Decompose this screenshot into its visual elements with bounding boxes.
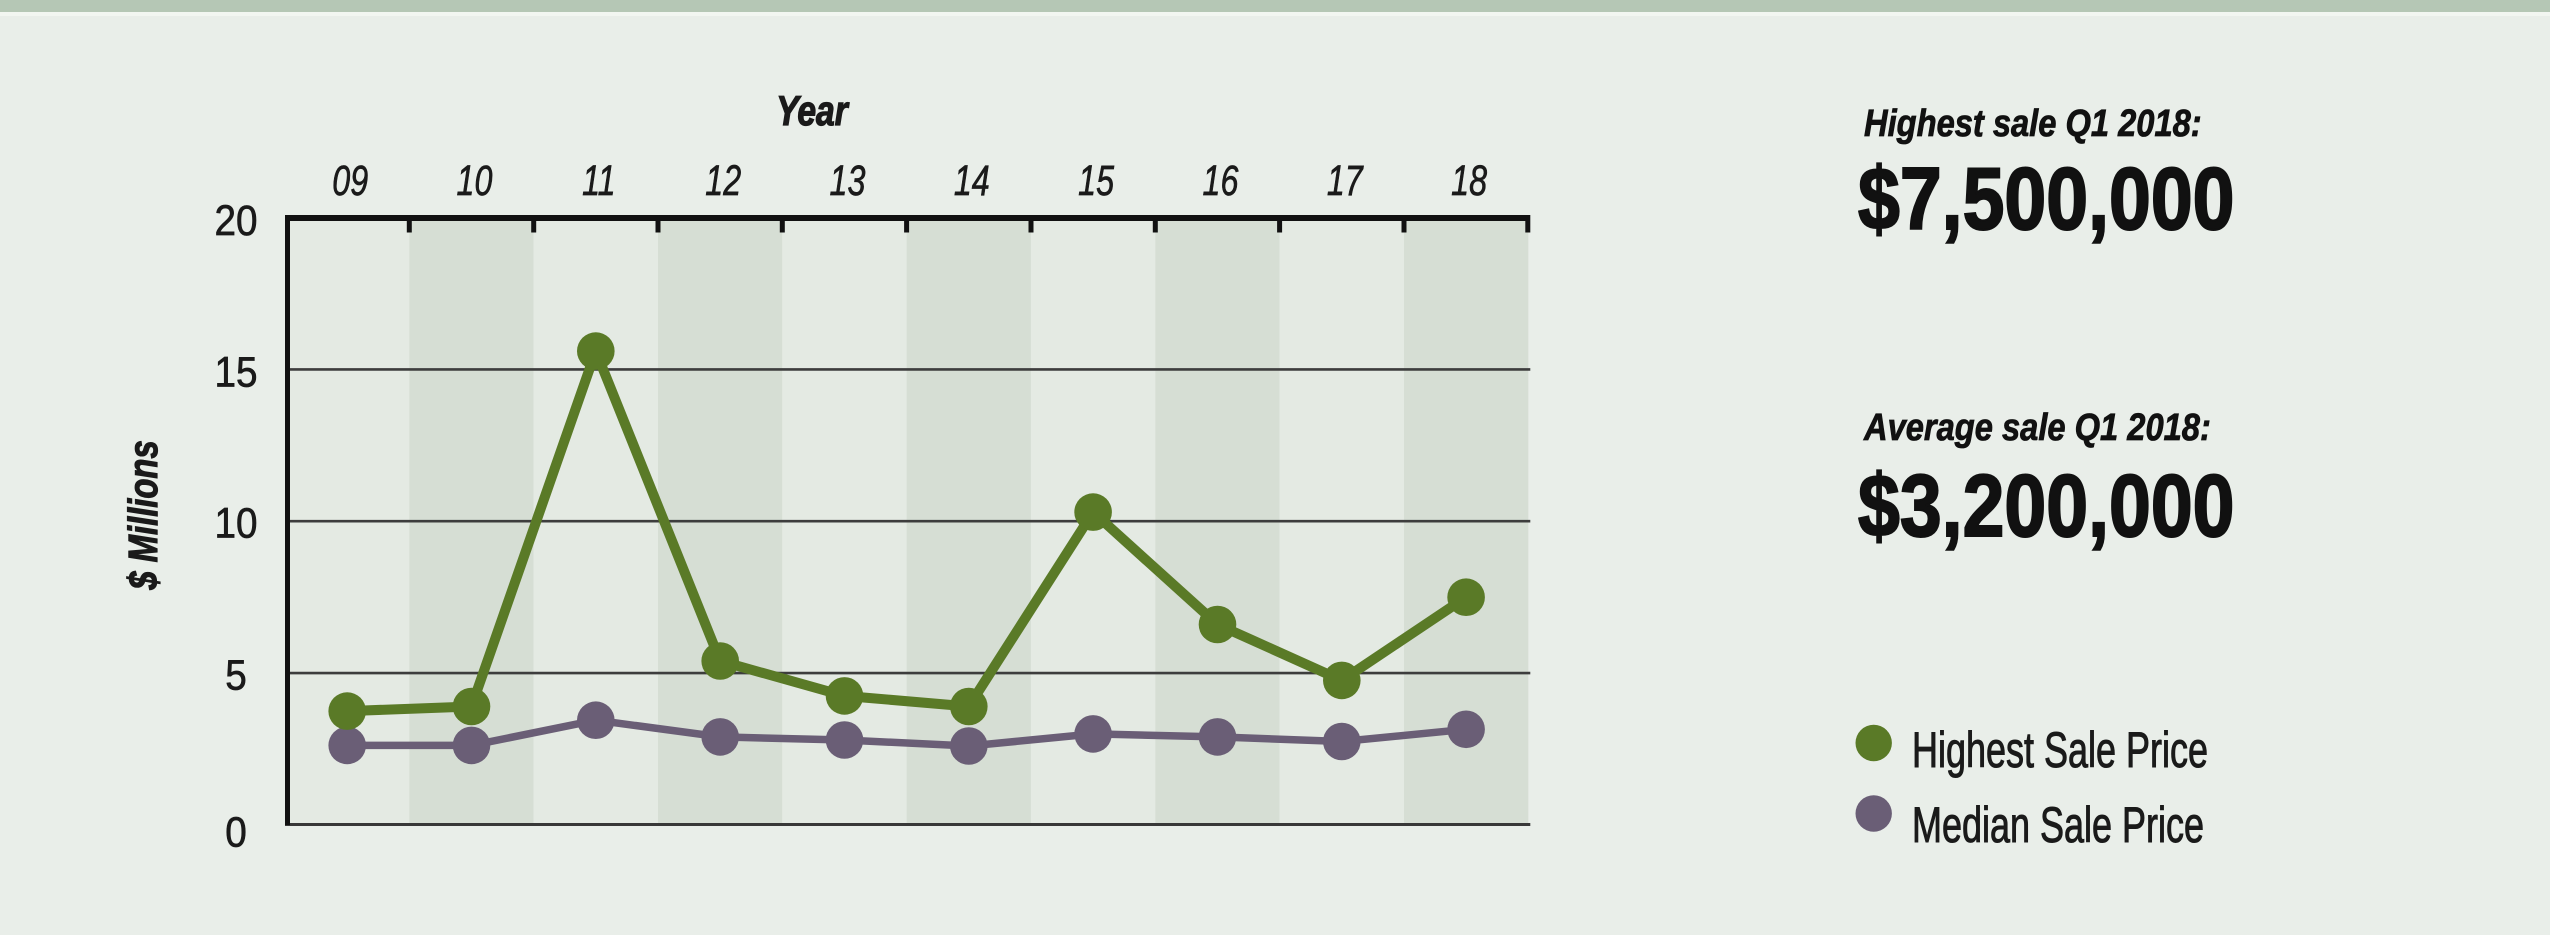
svg-text:$3,200,000: $3,200,000 (1858, 458, 2235, 556)
svg-text:15: 15 (214, 348, 257, 396)
svg-text:10: 10 (214, 499, 257, 547)
svg-text:20: 20 (214, 196, 257, 244)
svg-text:5: 5 (225, 651, 247, 699)
svg-text:0: 0 (225, 808, 247, 856)
svg-text:Highest Sale Price: Highest Sale Price (1912, 723, 2208, 778)
svg-text:15: 15 (1078, 158, 1115, 206)
svg-text:Year: Year (776, 89, 850, 135)
svg-text:16: 16 (1203, 158, 1240, 206)
svg-text:18: 18 (1451, 158, 1487, 206)
svg-text:11: 11 (582, 158, 615, 206)
svg-text:Median Sale Price: Median Sale Price (1912, 798, 2204, 853)
svg-text:$ Millions: $ Millions (119, 440, 165, 590)
svg-text:12: 12 (705, 158, 741, 206)
svg-text:14: 14 (954, 158, 990, 206)
svg-text:09: 09 (332, 158, 368, 206)
svg-text:Average sale Q1 2018:: Average sale Q1 2018: (1863, 406, 2211, 449)
svg-text:17: 17 (1327, 158, 1364, 206)
svg-text:10: 10 (457, 158, 493, 206)
svg-text:$7,500,000: $7,500,000 (1858, 151, 2235, 249)
svg-text:Highest sale Q1 2018:: Highest sale Q1 2018: (1864, 102, 2202, 145)
svg-text:13: 13 (830, 158, 866, 206)
